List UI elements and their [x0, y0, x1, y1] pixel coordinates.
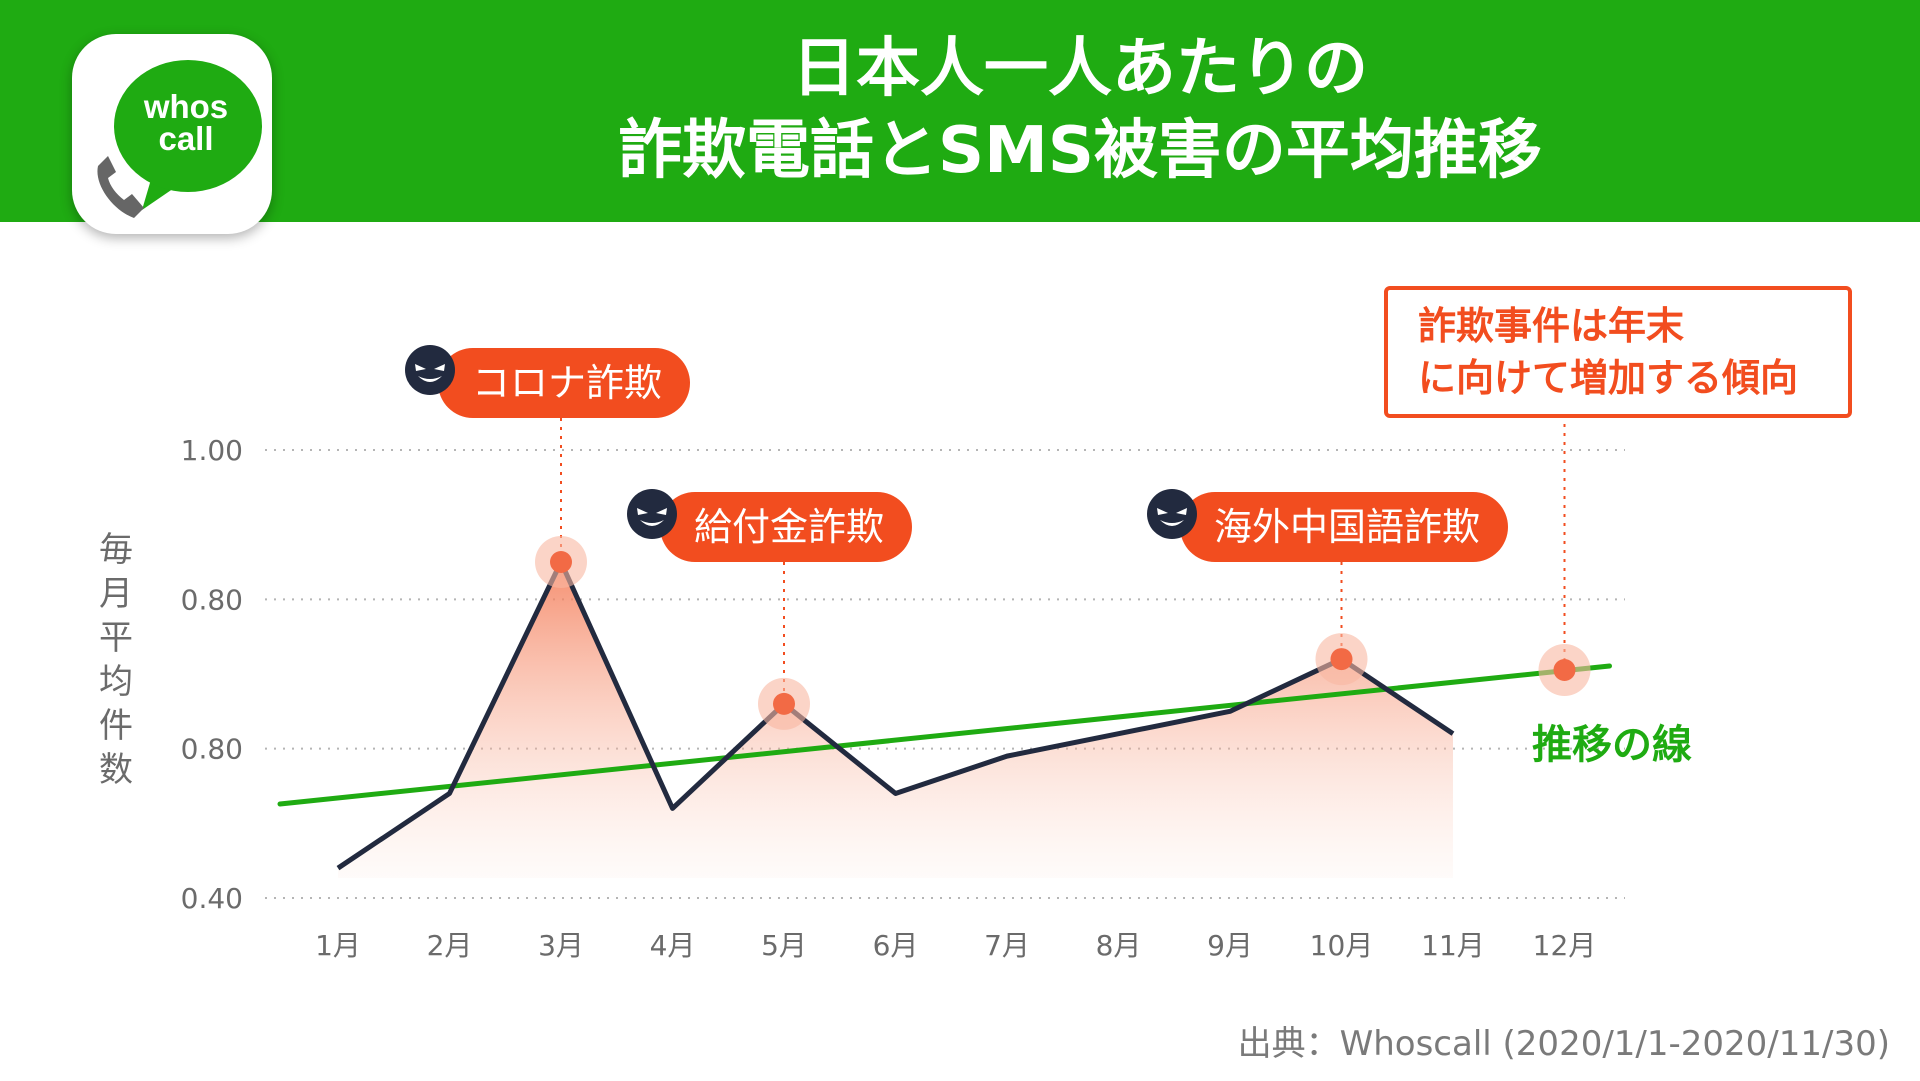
devil-icon — [1147, 489, 1197, 539]
x-axis-ticks: 1月 2月 3月 4月 5月 6月 7月 8月 9月 10月 11月 12月 — [315, 929, 1596, 962]
trend-legend-label: 推移の線 — [1532, 722, 1692, 768]
annotation-pill: 給付金詐欺 — [660, 492, 913, 562]
annotation-pill: 海外中国語詐欺 — [1180, 492, 1509, 562]
y-tick-label: 0.80 — [181, 583, 243, 616]
title-line-2: 詐欺電話とSMS被害の平均推移 — [618, 114, 1542, 188]
source-citation: 出典：Whoscall (2020/1/1-2020/11/30) — [1237, 1024, 1890, 1064]
x-tick-label: 9月 — [1207, 929, 1253, 962]
x-tick-label: 7月 — [984, 929, 1030, 962]
y-axis-label: 毎月平均件数 — [99, 530, 133, 790]
x-tick-label: 6月 — [873, 929, 919, 962]
logo-graphic: whos call — [97, 60, 262, 218]
y-axis-ticks: 1.00 0.80 0.80 0.40 — [181, 434, 243, 915]
highlight-dot — [1553, 659, 1576, 681]
highlight-dot — [550, 551, 572, 573]
phone-icon — [97, 156, 144, 218]
highlight-markers — [535, 536, 1591, 730]
speech-bubble — [114, 60, 262, 192]
y-tick-label: 1.00 — [181, 434, 243, 467]
logo-text-call: call — [158, 120, 213, 157]
trend-note-box: 詐欺事件は年末 に向けて増加する傾向 — [1384, 286, 1852, 418]
x-tick-label: 4月 — [650, 929, 696, 962]
y-tick-label: 0.80 — [181, 733, 243, 766]
whoscall-app-logo: whos call — [72, 34, 272, 234]
devil-icon — [627, 489, 677, 539]
page-title: 日本人一人あたりの 詐欺電話とSMS被害の平均推移 — [360, 28, 1800, 192]
series-line — [336, 559, 1455, 871]
header-banner: whos call 日本人一人あたりの 詐欺電話とSMS被害の平均推移 — [0, 0, 1920, 234]
annotation-pill: コロナ詐欺 — [438, 348, 691, 418]
series-area-fill — [338, 562, 1453, 878]
title-line-1: 日本人一人あたりの — [792, 32, 1368, 106]
note-line-1: 詐欺事件は年末 — [1418, 304, 1685, 348]
highlight-dot — [1330, 648, 1353, 671]
x-tick-label: 12月 — [1533, 929, 1597, 962]
x-tick-label: 8月 — [1096, 929, 1142, 962]
logo-text-whos: whos — [143, 88, 228, 125]
note-line-2: に向けて増加する傾向 — [1418, 356, 1799, 400]
x-tick-label: 10月 — [1310, 929, 1374, 962]
y-tick-label: 0.40 — [181, 882, 243, 915]
x-tick-label: 2月 — [427, 929, 473, 962]
x-tick-label: 11月 — [1421, 929, 1485, 962]
x-tick-label: 1月 — [315, 929, 361, 962]
devil-icon — [405, 345, 455, 395]
highlight-dot — [773, 692, 795, 715]
x-tick-label: 3月 — [538, 929, 584, 962]
x-tick-label: 5月 — [761, 929, 807, 962]
